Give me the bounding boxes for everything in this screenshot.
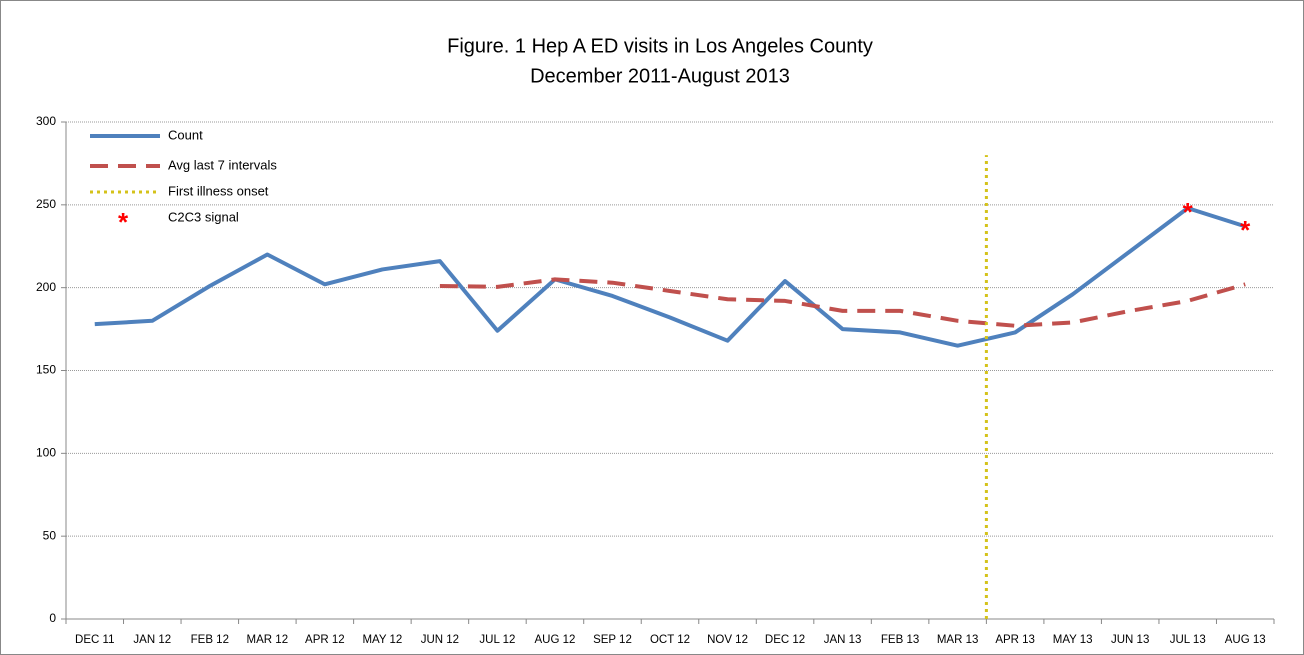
x-tick-label: MAR 13 xyxy=(937,634,979,646)
x-tick-label: JAN 13 xyxy=(824,634,862,646)
y-tick-label: 250 xyxy=(36,197,56,211)
x-tick-label: MAR 12 xyxy=(247,634,289,646)
series-line xyxy=(94,206,1246,348)
x-tick-label: DEC 12 xyxy=(765,634,805,646)
x-tick-label: MAY 13 xyxy=(1053,634,1093,646)
x-tick-label: AUG 13 xyxy=(1225,634,1266,646)
y-tick-label: 100 xyxy=(36,446,56,460)
x-tick-label: APR 12 xyxy=(305,634,345,646)
x-tick-label: FEB 13 xyxy=(881,634,919,646)
x-tick-label: DEC 11 xyxy=(75,634,114,646)
y-tick-label: 150 xyxy=(36,363,56,377)
x-tick-label: SEP 12 xyxy=(593,634,632,646)
x-tick-label: NOV 12 xyxy=(707,634,748,646)
x-tick-label: FEB 12 xyxy=(191,634,229,646)
x-tick-label: JUL 12 xyxy=(479,634,515,646)
x-tick-label: JUL 13 xyxy=(1170,634,1206,646)
signal-marker: * xyxy=(1183,197,1194,227)
x-tick-label: JUN 13 xyxy=(1111,634,1149,646)
legend-label: C2C3 signal xyxy=(168,209,239,224)
legend-label: Count xyxy=(168,127,203,142)
y-tick-label: 0 xyxy=(49,611,56,625)
chart-title: Figure. 1 Hep A ED visits in Los Angeles… xyxy=(447,35,873,57)
chart-subtitle: December 2011-August 2013 xyxy=(530,65,790,87)
signal-marker: * xyxy=(1240,215,1251,245)
x-tick-label: JUN 12 xyxy=(421,634,459,646)
y-tick-label: 300 xyxy=(36,114,56,128)
y-tick-label: 200 xyxy=(36,280,56,294)
x-tick-label: AUG 12 xyxy=(534,634,575,646)
y-tick-label: 50 xyxy=(43,528,57,542)
legend-label: First illness onset xyxy=(168,183,269,198)
legend-marker: * xyxy=(118,207,129,237)
x-tick-label: APR 13 xyxy=(995,634,1035,646)
legend-label: Avg last 7 intervals xyxy=(168,157,277,172)
x-tick-label: OCT 12 xyxy=(650,634,690,646)
x-tick-label: JAN 12 xyxy=(133,634,171,646)
x-tick-label: MAY 12 xyxy=(362,634,402,646)
series-line xyxy=(439,277,1246,328)
